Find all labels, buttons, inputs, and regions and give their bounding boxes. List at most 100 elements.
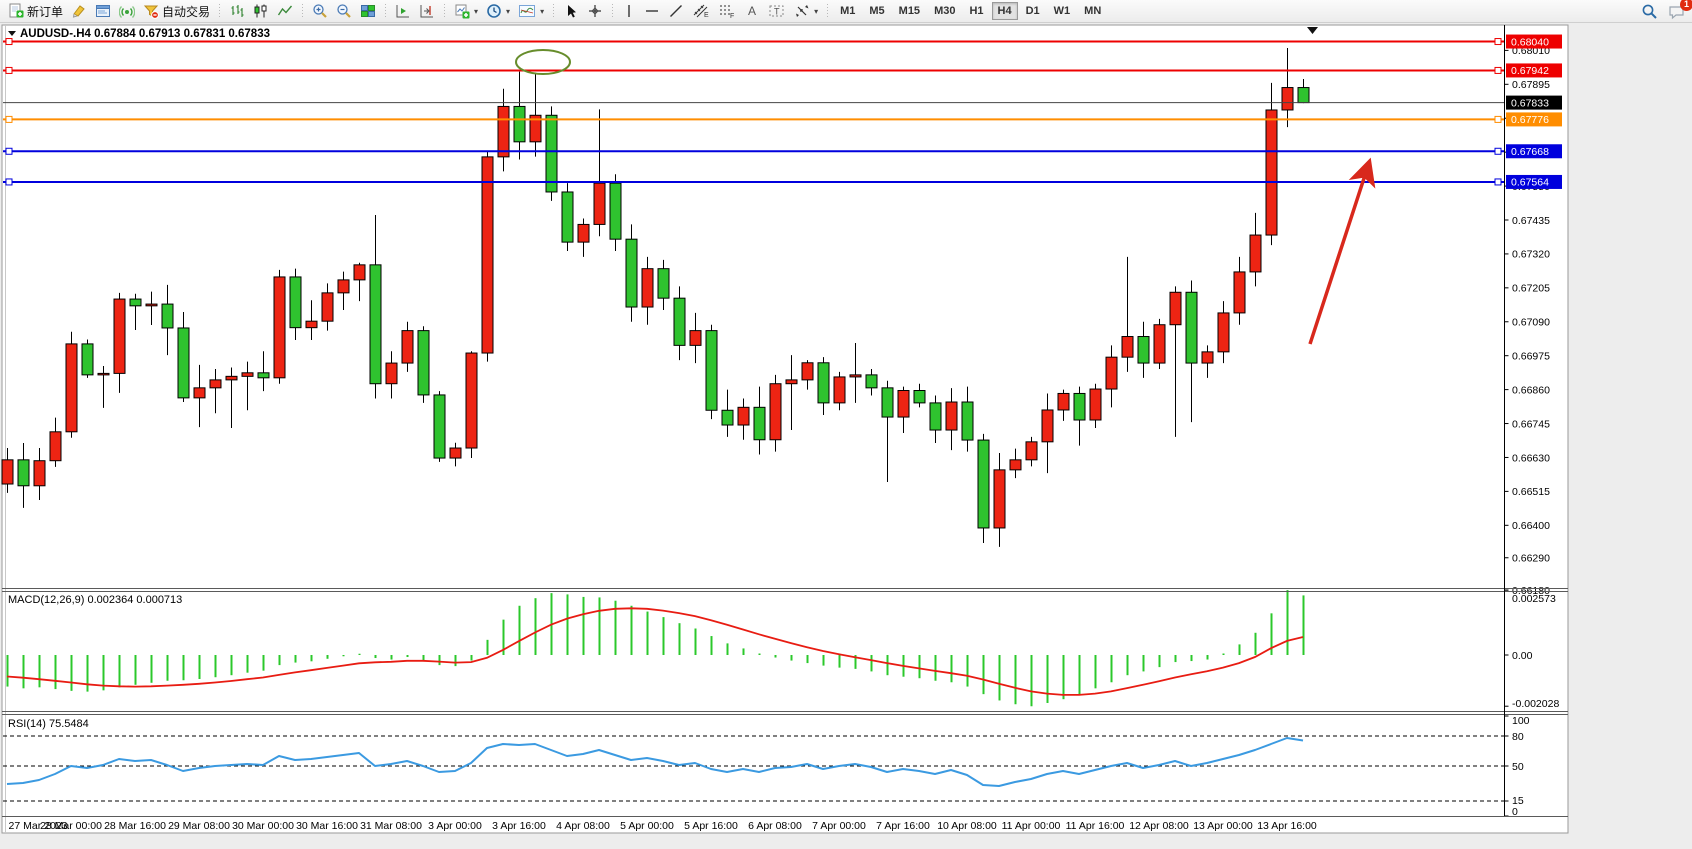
toolbar-separator [825,3,831,19]
price-badge-bg [1506,95,1562,110]
rsi-label: RSI(14) 75.5484 [8,718,89,730]
auto-scroll-button[interactable] [391,1,415,21]
tile-windows-icon [361,5,376,17]
candle-body [401,330,414,364]
zoom-out-button[interactable] [332,1,356,21]
line-handle[interactable] [5,115,13,123]
line-handle[interactable] [5,66,13,74]
candle [977,433,990,544]
horizontal-line-object[interactable] [3,38,1504,46]
text-button[interactable]: A [740,1,764,21]
tile-windows-button[interactable] [356,1,380,21]
chart-canvas[interactable]: 0.680100.678950.677800.676650.675500.674… [0,23,1692,849]
candlestick-chart-button[interactable] [249,1,273,21]
timeframe-button-H1[interactable]: H1 [969,5,984,17]
candle-body [529,114,542,143]
timeframe-button-MN[interactable]: MN [1084,5,1102,17]
candle-body [1041,409,1054,443]
svg-text:F: F [730,13,734,19]
timeframe-button-M30[interactable]: M30 [934,5,956,17]
timeframe-button-D1[interactable]: D1 [1025,5,1040,17]
candle-body [353,264,366,281]
arrows-tool-button[interactable]: ▾ [790,1,822,21]
new-chart-button[interactable]: ▾ [450,1,482,21]
dropdown-caret-icon[interactable]: ▾ [814,6,819,16]
symbol-dropdown-icon[interactable] [8,31,16,36]
cursor-button[interactable] [559,1,583,21]
price-badge-bg [1506,34,1562,49]
arrow-annotation[interactable] [1308,157,1376,345]
price-badge: 0.68040 [1506,34,1562,49]
line-chart-button[interactable] [273,1,297,21]
search-icon[interactable] [1641,3,1658,20]
rsi-axis-label: 50 [1512,761,1524,773]
time-axis-label: 27 Mar 2023 [9,820,68,832]
new-order-button[interactable]: 新订单 [4,1,67,21]
timeframe-button-M5[interactable]: M5 [869,5,885,17]
candle [737,398,750,440]
periods-button[interactable]: ▾ [482,1,514,21]
candle-body [929,402,942,431]
candle [801,360,814,390]
macd-axis-label: 0.00 [1512,650,1533,662]
candle [1185,280,1198,423]
text-label-button[interactable]: T [764,1,790,21]
horizontal-line-object[interactable] [3,115,1504,123]
dropdown-caret-icon[interactable]: ▾ [540,6,545,16]
timeframe-button-W1[interactable]: W1 [1053,5,1071,17]
candle-body [977,439,990,529]
vertical-line-button[interactable] [618,1,640,21]
time-axis-label: 13 Apr 00:00 [1193,820,1253,832]
horizontal-line-button[interactable] [640,1,664,21]
line-handle[interactable] [5,178,13,186]
cursor-icon [568,5,577,18]
timeframe-button-M1[interactable]: M1 [840,5,856,17]
dropdown-caret-icon[interactable]: ▾ [474,6,479,16]
dropdown-caret-icon[interactable]: ▾ [506,6,511,16]
line-handle[interactable] [1494,178,1502,186]
terminal-button[interactable] [91,1,115,21]
indicators-button[interactable]: ▾ [514,1,548,21]
candle [81,339,94,378]
candle [849,343,862,403]
line-handle[interactable] [5,38,13,46]
line-handle[interactable] [1494,115,1502,123]
zoom-in-button[interactable] [308,1,332,21]
candle-body [609,182,622,240]
candle-body [705,330,718,411]
candle [529,72,542,157]
time-axis-label: 10 Apr 08:00 [937,820,997,832]
trendline-button[interactable] [664,1,688,21]
price-axis[interactable]: 0.680100.678950.677800.676650.675500.674… [1504,34,1563,818]
line-handle[interactable] [5,147,13,155]
bar-chart-button[interactable] [225,1,249,21]
price-tick-label: 0.67435 [1512,215,1550,227]
signals-button[interactable] [115,1,139,21]
metaeditor-button[interactable] [67,1,91,21]
line-handle[interactable] [1494,147,1502,155]
notifications-button[interactable]: 1 [1668,0,1692,20]
price-tick-label: 0.67205 [1512,283,1550,295]
crosshair-button[interactable] [583,1,607,21]
clock-icon [487,4,501,18]
timeframe-button-H4[interactable]: H4 [991,2,1018,20]
zoom-in-icon [313,4,327,18]
timeframe-button-M15[interactable]: M15 [898,5,921,17]
fibonacci-button[interactable]: F [714,1,740,21]
candle [561,183,574,251]
line-handle[interactable] [1494,66,1502,74]
candle-body [689,330,702,346]
equidistant-channel-button[interactable]: E [688,1,714,21]
candle [17,443,30,508]
price-tick-label: 0.67320 [1512,249,1550,261]
panel-separators[interactable] [2,588,1568,817]
horizontal-line-object[interactable] [3,147,1504,155]
horizontal-line-object[interactable] [3,66,1504,74]
ellipse-annotation[interactable] [515,49,571,75]
autotrading-button[interactable]: 自动交易 [139,1,214,21]
chart-shift-button[interactable] [415,1,439,21]
line-handle[interactable] [1494,38,1502,46]
horizontal-line-object[interactable] [3,178,1504,186]
price-tick-label: 0.66515 [1512,486,1550,498]
